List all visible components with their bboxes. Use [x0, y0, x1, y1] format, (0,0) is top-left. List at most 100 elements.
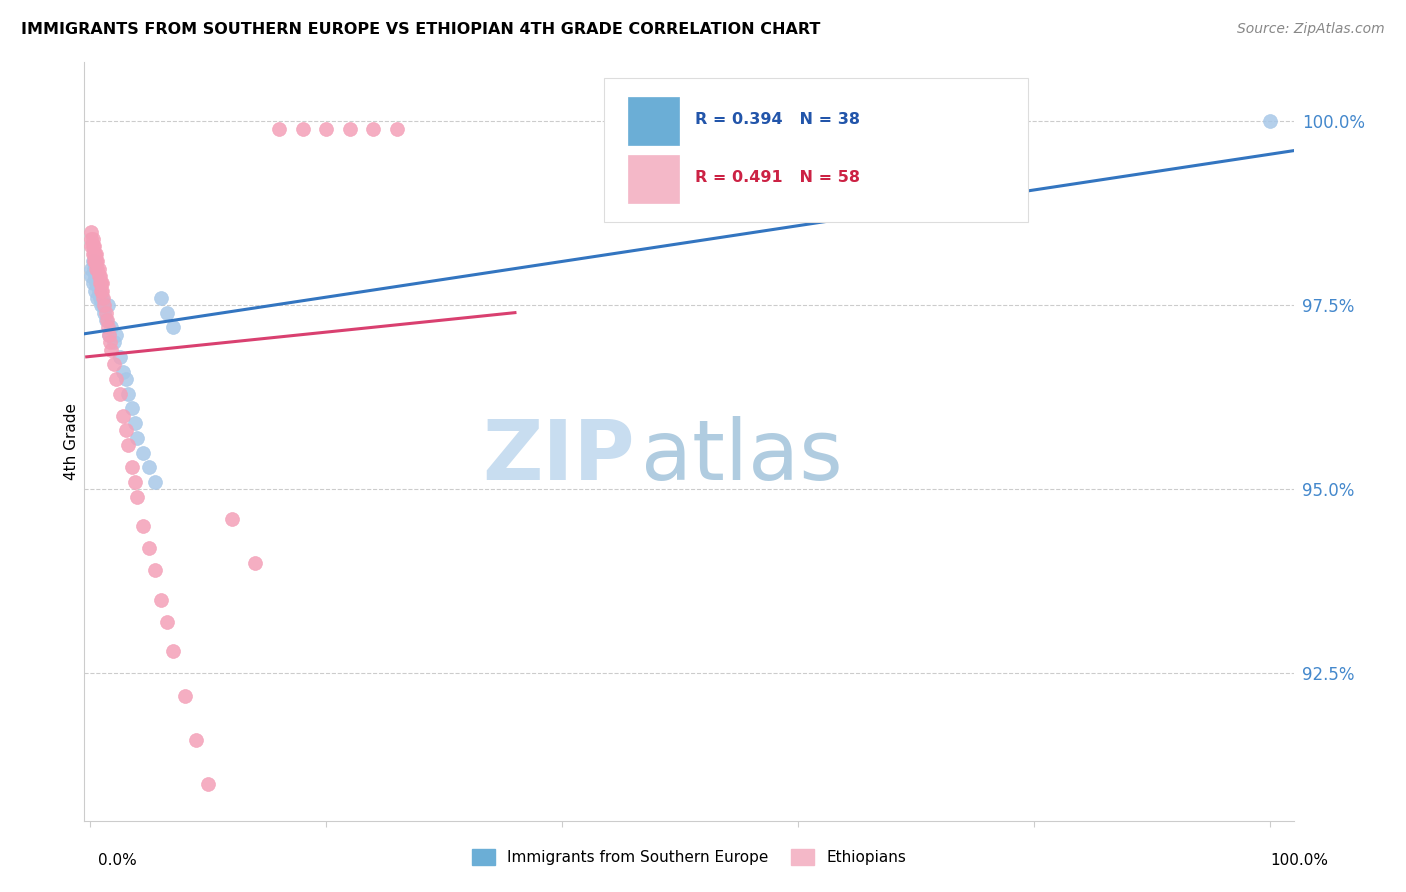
Point [108, 386, 131, 401]
Point [156, 306, 179, 320]
Text: IMMIGRANTS FROM SOUTHERN EUROPE VS ETHIOPIAN 4TH GRADE CORRELATION CHART: IMMIGRANTS FROM SOUTHERN EUROPE VS ETHIO… [21, 22, 821, 37]
Point [138, 460, 160, 475]
Point [143, 563, 166, 577]
Point [90, 298, 112, 312]
Point [98, 327, 121, 342]
Point [117, 386, 139, 401]
Point [132, 445, 155, 459]
Point [121, 460, 143, 475]
Point [87, 261, 110, 276]
Point [84, 254, 107, 268]
Point [98, 335, 121, 350]
Point [90, 284, 112, 298]
Point [197, 777, 219, 791]
Point [105, 372, 128, 386]
Point [86, 261, 108, 276]
Text: ZIP: ZIP [482, 417, 634, 497]
Point [98, 327, 121, 342]
FancyBboxPatch shape [628, 96, 679, 145]
Text: Source: ZipAtlas.com: Source: ZipAtlas.com [1237, 22, 1385, 37]
Point [82, 239, 104, 253]
Point [385, 121, 408, 136]
Point [132, 519, 155, 533]
Point [83, 239, 105, 253]
Point [84, 284, 107, 298]
Point [156, 615, 179, 629]
Point [82, 247, 104, 261]
Point [150, 291, 173, 305]
Point [150, 592, 173, 607]
Point [100, 343, 122, 357]
Point [80, 232, 103, 246]
Text: R = 0.491   N = 58: R = 0.491 N = 58 [695, 170, 860, 186]
Y-axis label: 4th Grade: 4th Grade [63, 403, 79, 480]
Point [91, 298, 114, 312]
Point [94, 306, 117, 320]
Point [114, 424, 136, 438]
Point [86, 291, 108, 305]
Point [221, 512, 243, 526]
Point [82, 232, 104, 246]
Text: atlas: atlas [641, 417, 842, 497]
Point [127, 431, 149, 445]
Point [84, 261, 107, 276]
Point [83, 247, 105, 261]
Point [91, 284, 114, 298]
Point [291, 121, 314, 136]
Point [83, 254, 105, 268]
Point [97, 320, 120, 334]
Point [91, 291, 114, 305]
Point [103, 335, 125, 350]
Point [105, 327, 128, 342]
Point [86, 277, 108, 291]
Point [186, 732, 208, 747]
Text: 0.0%: 0.0% [98, 854, 138, 868]
Point [124, 416, 146, 430]
Point [114, 372, 136, 386]
Point [90, 277, 112, 291]
Point [82, 254, 104, 268]
Point [93, 306, 115, 320]
Point [87, 268, 110, 283]
Point [84, 254, 107, 268]
FancyBboxPatch shape [628, 154, 679, 202]
Point [82, 277, 104, 291]
Point [80, 268, 103, 283]
Point [339, 121, 361, 136]
Point [117, 438, 139, 452]
Point [84, 268, 107, 283]
Point [121, 401, 143, 416]
Point [315, 121, 337, 136]
Point [84, 247, 107, 261]
Point [94, 313, 117, 327]
Point [162, 320, 184, 334]
Legend: Immigrants from Southern Europe, Ethiopians: Immigrants from Southern Europe, Ethiopi… [467, 845, 911, 870]
Point [80, 261, 103, 276]
Point [84, 277, 107, 291]
Point [1258, 114, 1281, 128]
Point [91, 277, 114, 291]
Point [127, 490, 149, 504]
Point [83, 254, 105, 268]
Point [100, 320, 122, 334]
Point [97, 298, 120, 312]
Point [83, 261, 105, 276]
Point [245, 556, 267, 570]
Point [112, 365, 135, 379]
Point [108, 350, 131, 364]
Point [267, 121, 290, 136]
Point [80, 225, 103, 239]
Text: 100.0%: 100.0% [1271, 854, 1329, 868]
FancyBboxPatch shape [605, 78, 1028, 221]
Point [84, 268, 107, 283]
Point [89, 277, 111, 291]
Point [143, 475, 166, 489]
Point [89, 268, 111, 283]
Point [124, 475, 146, 489]
Point [112, 409, 135, 423]
Point [80, 239, 103, 253]
Point [84, 247, 107, 261]
Point [91, 291, 114, 305]
Point [363, 121, 385, 136]
Point [89, 291, 111, 305]
